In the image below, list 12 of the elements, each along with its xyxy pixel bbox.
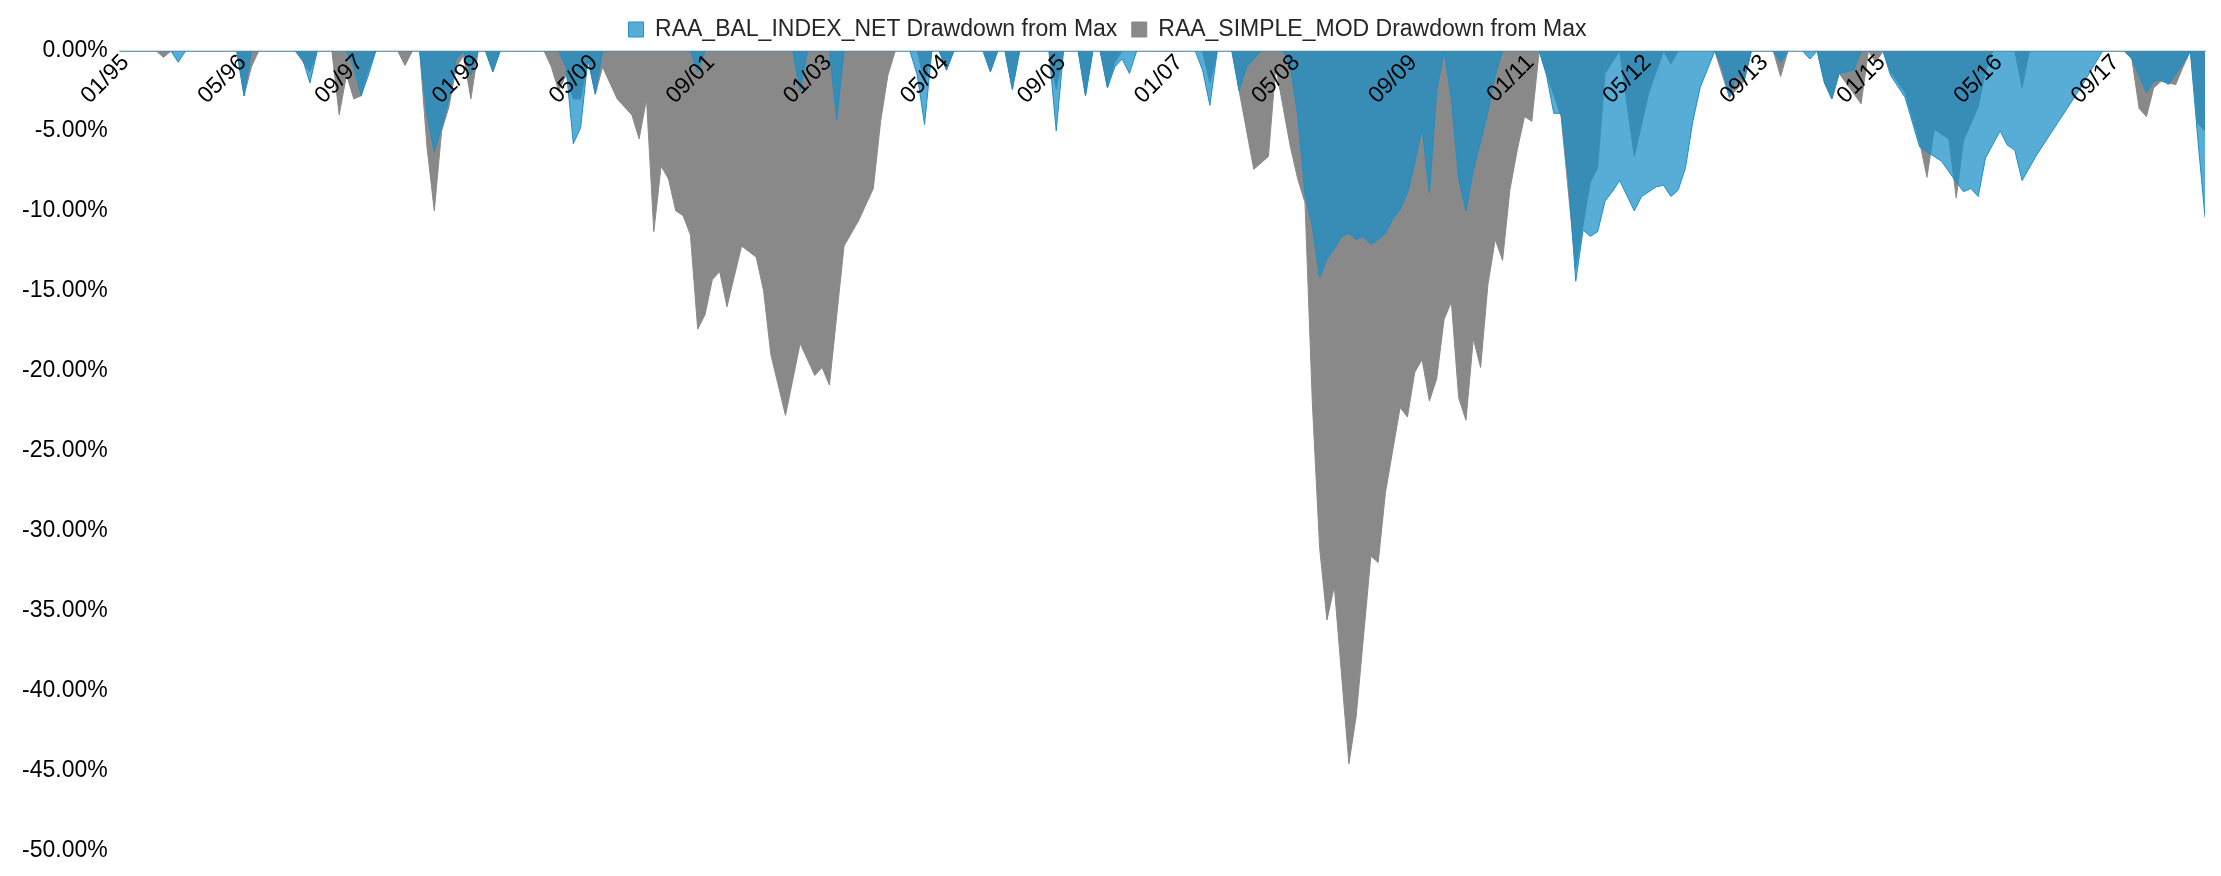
y-tick-label: -50.00%: [21, 835, 108, 862]
y-tick-label: -15.00%: [21, 276, 108, 303]
y-tick-label: -20.00%: [21, 356, 108, 383]
y-tick-label: -35.00%: [21, 595, 108, 622]
y-tick-label: -5.00%: [34, 116, 108, 143]
y-tick-label: -40.00%: [21, 675, 108, 702]
y-tick-label: -45.00%: [21, 755, 108, 782]
y-tick-label: -25.00%: [21, 435, 108, 462]
legend-label: RAA_BAL_INDEX_NET Drawdown from Max: [655, 14, 1118, 41]
legend-label: RAA_SIMPLE_MOD Drawdown from Max: [1158, 14, 1587, 41]
y-tick-label: -30.00%: [21, 515, 108, 542]
y-tick-label: -10.00%: [21, 196, 108, 223]
